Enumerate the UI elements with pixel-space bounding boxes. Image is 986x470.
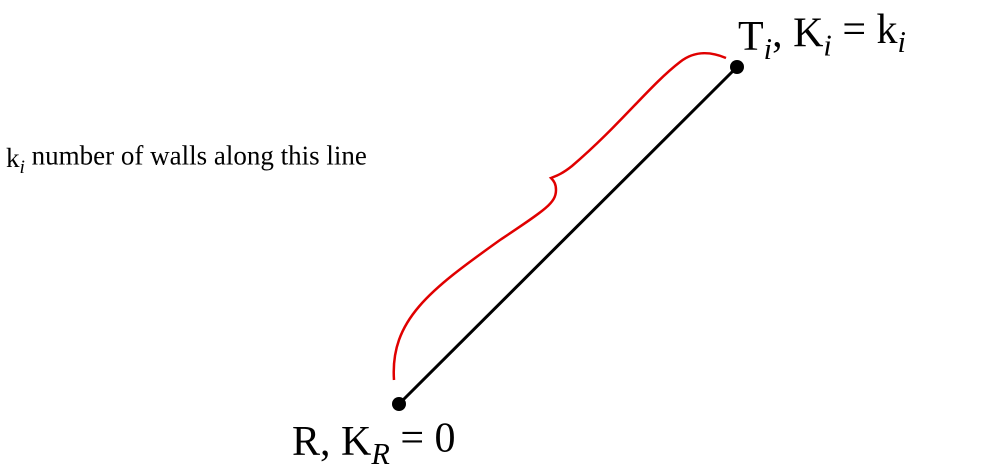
text: = 0 <box>390 415 456 461</box>
text: = k <box>832 7 898 53</box>
subscript: i <box>898 25 906 59</box>
brace <box>392 52 727 381</box>
subscript: R <box>370 437 389 470</box>
annotation: ki number of walls along this line <box>6 141 367 178</box>
node-label: R, KR = 0 <box>292 415 456 470</box>
subscript: i <box>764 32 772 66</box>
text: k <box>6 143 20 173</box>
node-r <box>392 397 406 411</box>
text: R, K <box>292 419 371 465</box>
line <box>397 65 739 406</box>
subscript: i <box>20 157 25 178</box>
subscript: i <box>823 29 831 63</box>
text: T <box>738 14 764 60</box>
node-label: Ti, Ki = ki <box>738 7 906 66</box>
text: , K <box>772 10 823 56</box>
node-t <box>730 60 744 74</box>
text: number of walls along this line <box>25 141 367 171</box>
